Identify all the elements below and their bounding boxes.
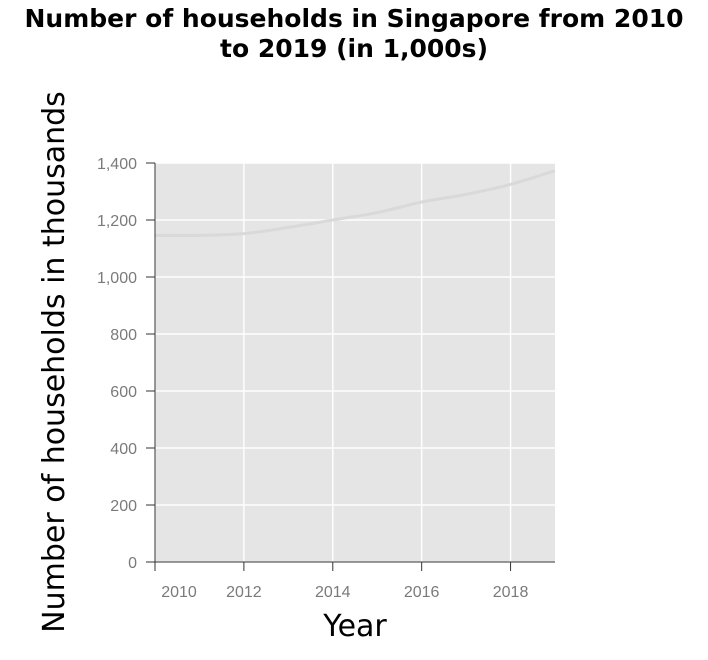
y-tick-label-7: 1,400 [97, 156, 137, 173]
chart-title-line-2: to 2019 (in 1,000s) [220, 34, 488, 63]
chart-title: Number of households in Singapore from 2… [0, 4, 708, 64]
y-tick-label-0: 0 [128, 555, 137, 572]
x-tick-label-1: 2012 [226, 584, 262, 601]
x-tick-label-4: 2018 [493, 584, 529, 601]
grid-lines [154, 162, 555, 563]
plot-panel [155, 163, 555, 562]
y-tick-label-4: 800 [110, 327, 137, 344]
x-axis-title: Year [322, 609, 387, 644]
x-tick-label-2: 2014 [315, 584, 351, 601]
y-tick-label-1: 200 [110, 498, 137, 515]
y-tick-label-2: 400 [110, 441, 137, 458]
series-line [154, 169, 556, 238]
y-tick-label-6: 1,200 [97, 213, 137, 230]
axes: 0 200 400 600 800 1,000 1,200 1,400 2010 2012 2014… [97, 156, 555, 601]
y-axis-title: Number of households in thousands [37, 91, 72, 633]
x-tick-label-0: 2010 [161, 584, 197, 601]
y-tick-label-3: 600 [110, 384, 137, 401]
y-tick-label-5: 1,000 [97, 270, 137, 287]
chart-title-line-1: Number of households in Singapore from 2… [24, 4, 684, 33]
x-tick-label-3: 2016 [404, 584, 440, 601]
